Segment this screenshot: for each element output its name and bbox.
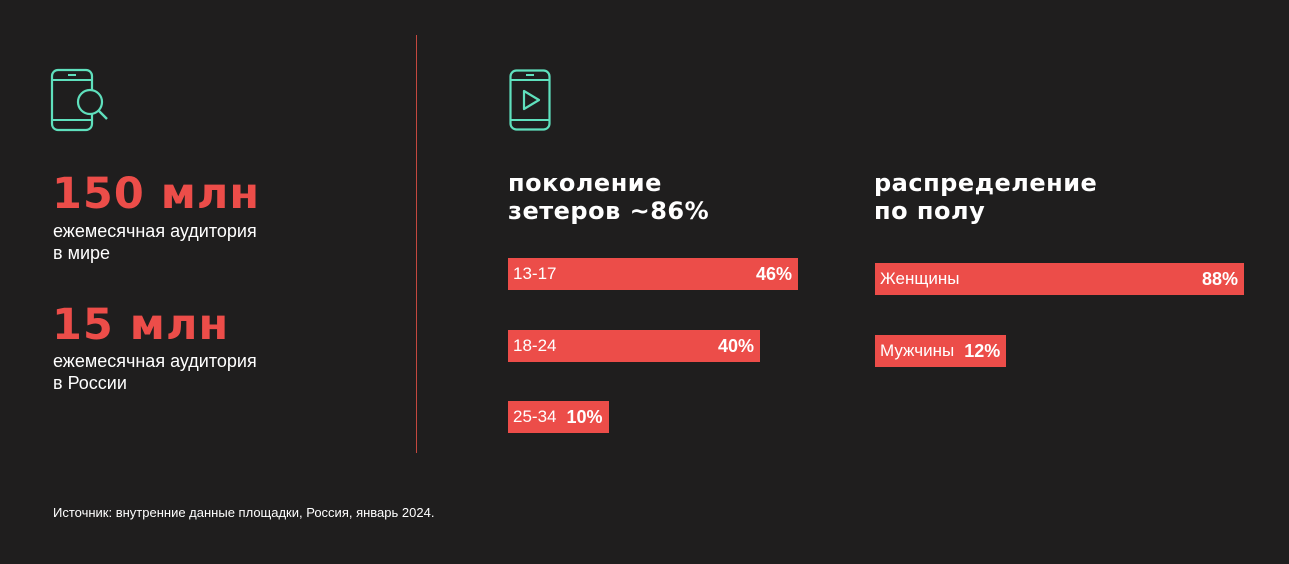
chart-title-line: распределение (874, 169, 1098, 197)
bar-age-18-24: 18-24 40% (508, 330, 760, 362)
bar-label: Мужчины (880, 341, 955, 360)
bar-label: 13-17 (513, 264, 557, 283)
stat-russia-label-line: ежемесячная аудитория (53, 351, 257, 371)
stat-world-label-line: в мире (53, 243, 111, 263)
stat-world-value: 150 млн (52, 169, 261, 219)
chart-generation-title: поколение зетеров ~86% (508, 169, 709, 225)
bar-value: 12% (964, 340, 1001, 361)
bar-value: 46% (755, 263, 792, 284)
bar-gender-men: Мужчины 12% (875, 335, 1007, 367)
chart-title-line: зетеров ~86% (508, 197, 710, 225)
bar-value: 10% (566, 406, 603, 427)
stat-world-label: ежемесячная аудитория в мире (53, 220, 257, 264)
bar-age-25-34: 25-34 10% (508, 401, 609, 433)
chart-title-line: по полу (874, 197, 986, 225)
bar-label: 18-24 (513, 336, 557, 355)
chart-gender-title: распределение по полу (874, 169, 1097, 225)
bar-label: 25-34 (513, 407, 557, 426)
bar-gender-women: Женщины 88% (875, 263, 1244, 295)
phone-video-icon (509, 69, 551, 136)
source-note: Источник: внутренние данные площадки, Ро… (53, 505, 435, 520)
phone-search-icon (50, 68, 112, 137)
stat-russia-label: ежемесячная аудитория в России (53, 350, 257, 394)
vertical-divider (416, 35, 417, 453)
bar-value: 40% (717, 335, 754, 356)
stat-world-label-line: ежемесячная аудитория (53, 221, 257, 241)
stat-russia-value: 15 млн (52, 300, 230, 350)
stat-russia-label-line: в России (53, 373, 127, 393)
bar-label: Женщины (880, 269, 960, 288)
bar-age-13-17: 13-17 46% (508, 258, 798, 290)
bar-value: 88% (1201, 268, 1238, 289)
chart-title-line: поколение (508, 169, 662, 197)
